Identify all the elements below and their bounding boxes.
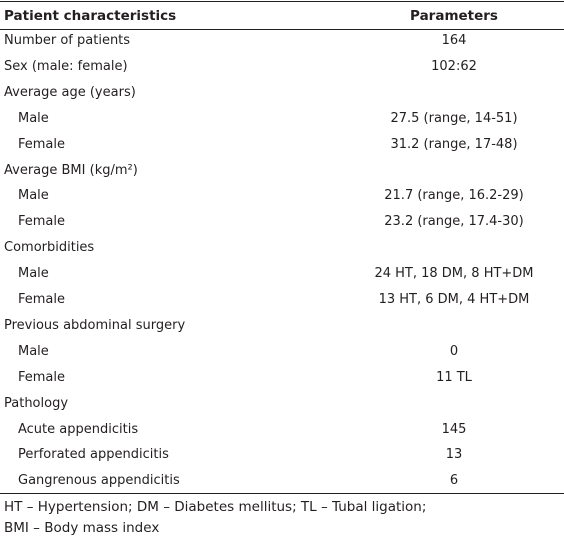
table-footnote: HT – Hypertension; DM – Diabetes mellitu… [4, 497, 560, 539]
row-value: 102:62 [431, 58, 477, 74]
table-row: Male 0 [0, 339, 564, 365]
table-row: Female 13 HT, 6 DM, 4 HT+DM [0, 287, 564, 313]
table-row: Male 24 HT, 18 DM, 8 HT+DM [0, 261, 564, 287]
table-row: Acute appendicitis 145 [0, 417, 564, 443]
row-label: Male [18, 266, 49, 282]
row-label: Acute appendicitis [18, 421, 139, 437]
table-top-rule [0, 1, 564, 2]
header-label: Patient characteristics [4, 8, 177, 24]
table-row: Comorbidities [0, 235, 564, 261]
row-label: Average age (years) [4, 84, 136, 100]
table-bottom-rule [0, 493, 564, 494]
table-row: Male 21.7 (range, 16.2-29) [0, 183, 564, 209]
table-header-row: Patient characteristics Parameters [0, 3, 564, 29]
row-value: 13 HT, 6 DM, 4 HT+DM [378, 292, 530, 307]
row-value: 31.2 (range, 17-48) [390, 136, 518, 152]
footnote-line-2: BMI – Body mass index [4, 520, 160, 536]
row-label: Sex (male: female) [4, 58, 128, 74]
table-row: Male 27.5 (range, 14-51) [0, 106, 564, 132]
row-label: Gangrenous appendicitis [18, 473, 180, 489]
row-value: 0 [449, 343, 459, 359]
footnote-line-1: HT – Hypertension; DM – Diabetes mellitu… [4, 499, 427, 515]
table-header-rule [0, 29, 564, 30]
row-label: Perforated appendicitis [18, 447, 169, 463]
table-row: Female 31.2 (range, 17-48) [0, 132, 564, 158]
row-value: 23.2 (range, 17.4-30) [384, 214, 524, 230]
row-label: Female [18, 369, 66, 385]
table-row: Female 11 TL [0, 365, 564, 391]
table-row: Female 23.2 (range, 17.4-30) [0, 209, 564, 235]
table-row: Sex (male: female) 102:62 [0, 54, 564, 80]
table-row: Average BMI (kg/m²) [0, 158, 564, 184]
table-row: Previous abdominal surgery [0, 313, 564, 339]
row-label: Female [18, 292, 66, 307]
row-value: 27.5 (range, 14-51) [390, 110, 518, 126]
row-label: Comorbidities [4, 240, 95, 256]
row-value: 6 [449, 473, 459, 489]
row-label: Pathology [4, 395, 69, 411]
table-row: Gangrenous appendicitis 6 [0, 468, 564, 494]
row-value: 13 [445, 447, 463, 463]
row-label: Average BMI (kg/m²) [4, 162, 138, 178]
row-value: 21.7 (range, 16.2-29) [384, 188, 524, 204]
row-label: Number of patients [4, 33, 131, 48]
table-row: Number of patients 164 [0, 28, 564, 54]
row-value: 11 TL [436, 369, 472, 385]
row-label: Previous abdominal surgery [4, 317, 186, 333]
row-label: Male [18, 343, 49, 359]
table-row: Perforated appendicitis 13 [0, 442, 564, 468]
row-label: Female [18, 136, 66, 152]
row-value: 24 HT, 18 DM, 8 HT+DM [374, 266, 534, 282]
row-value: 145 [441, 421, 467, 437]
header-value: Parameters [410, 8, 498, 24]
table-row: Average age (years) [0, 80, 564, 106]
row-label: Male [18, 110, 49, 126]
table-row: Pathology [0, 391, 564, 417]
row-label: Male [18, 188, 49, 204]
row-value: 164 [441, 33, 467, 48]
row-label: Female [18, 214, 66, 230]
